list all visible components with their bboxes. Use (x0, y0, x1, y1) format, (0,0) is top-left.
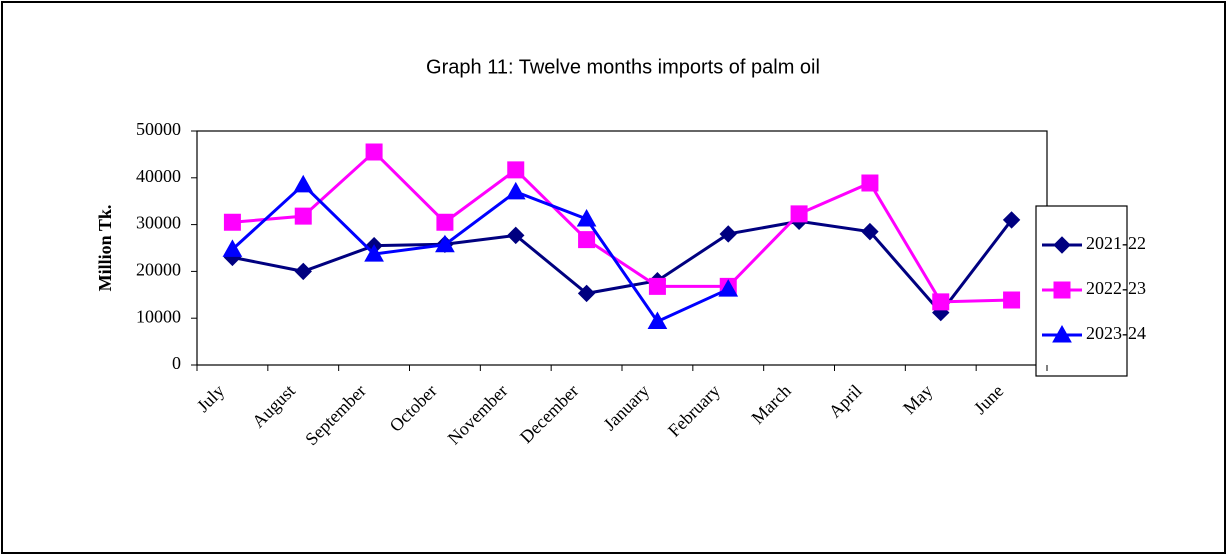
legend-marker (1052, 324, 1072, 343)
legend-marker (1053, 281, 1071, 299)
data-point (578, 231, 596, 249)
data-point (648, 277, 666, 295)
y-tick-label: 0 (172, 353, 181, 373)
data-point (718, 279, 739, 297)
data-point (293, 174, 314, 193)
data-point (505, 181, 526, 200)
legend-label: 2021-22 (1086, 233, 1146, 253)
data-point (1002, 211, 1021, 229)
y-tick-label: 20000 (136, 260, 181, 280)
chart-title: Graph 11: Twelve months imports of palm … (426, 56, 820, 78)
data-point (294, 262, 312, 281)
y-tick-label: 50000 (136, 119, 181, 139)
data-point (365, 143, 383, 161)
data-point (577, 284, 596, 303)
y-axis-label: Million Tk. (95, 205, 115, 292)
data-point (436, 213, 454, 231)
data-point (861, 222, 879, 241)
y-tick-label: 30000 (136, 213, 181, 233)
data-point (932, 293, 950, 311)
data-point (647, 311, 668, 329)
data-point (507, 226, 525, 245)
series-line (232, 219, 1013, 315)
data-point (861, 174, 879, 192)
data-point (435, 234, 455, 253)
y-tick-label: 40000 (136, 166, 181, 186)
data-point (1003, 291, 1021, 309)
data-point (507, 161, 525, 179)
legend-label: 2023-24 (1086, 323, 1146, 343)
data-point (719, 225, 737, 243)
data-point (294, 207, 312, 225)
legend-marker (1053, 236, 1071, 254)
series-line (232, 149, 1012, 304)
y-tick-label: 10000 (136, 306, 181, 326)
data-point (790, 205, 808, 223)
legend-label: 2022-23 (1086, 278, 1146, 298)
series-line (231, 182, 729, 324)
data-point (576, 208, 597, 227)
data-point (364, 244, 384, 262)
data-point (223, 213, 241, 231)
data-point (222, 239, 243, 257)
